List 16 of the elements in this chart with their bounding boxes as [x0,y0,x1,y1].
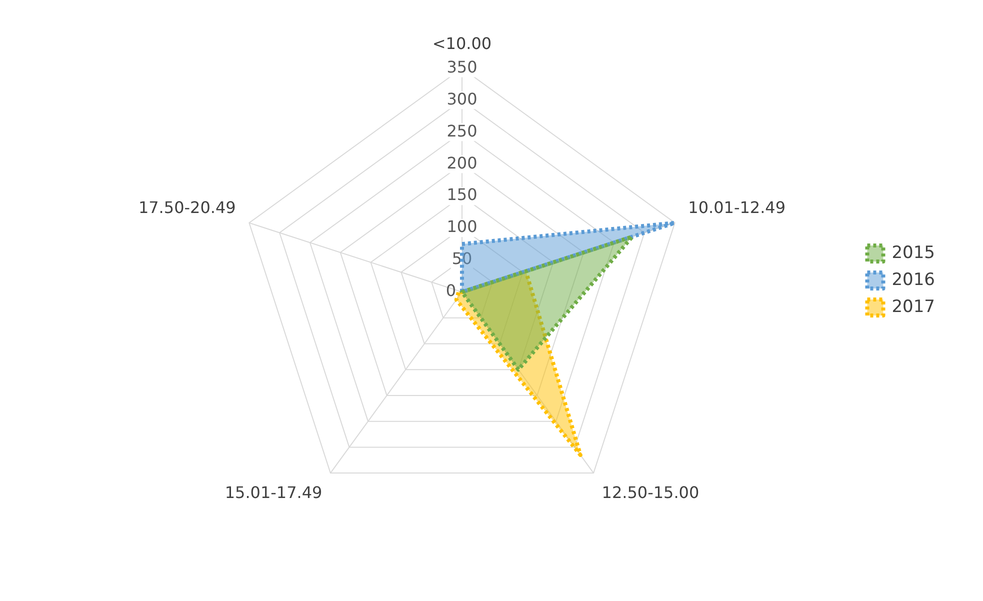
y-tick-label: 300 [446,89,478,108]
legend-label: 2017 [892,296,935,317]
spoke-label: 10.01-12.49 [688,198,786,218]
spoke-label: 17.50-20.49 [138,198,236,218]
y-tick-label: 50 [452,249,472,268]
spoke-label: <10.00 [432,34,492,53]
y-tick-label: 200 [446,153,478,172]
spoke-label: 15.01-17.49 [224,483,322,502]
y-tick-label: 0 [446,281,456,300]
legend-label: 2015 [892,242,935,263]
y-tick-label: 150 [446,185,478,204]
y-tick-label: 350 [446,57,478,76]
y-tick-label: 250 [446,121,478,140]
y-tick-label: 100 [446,217,478,236]
legend-label: 2016 [892,270,935,290]
spoke-label: 12.50-15.00 [602,483,700,502]
